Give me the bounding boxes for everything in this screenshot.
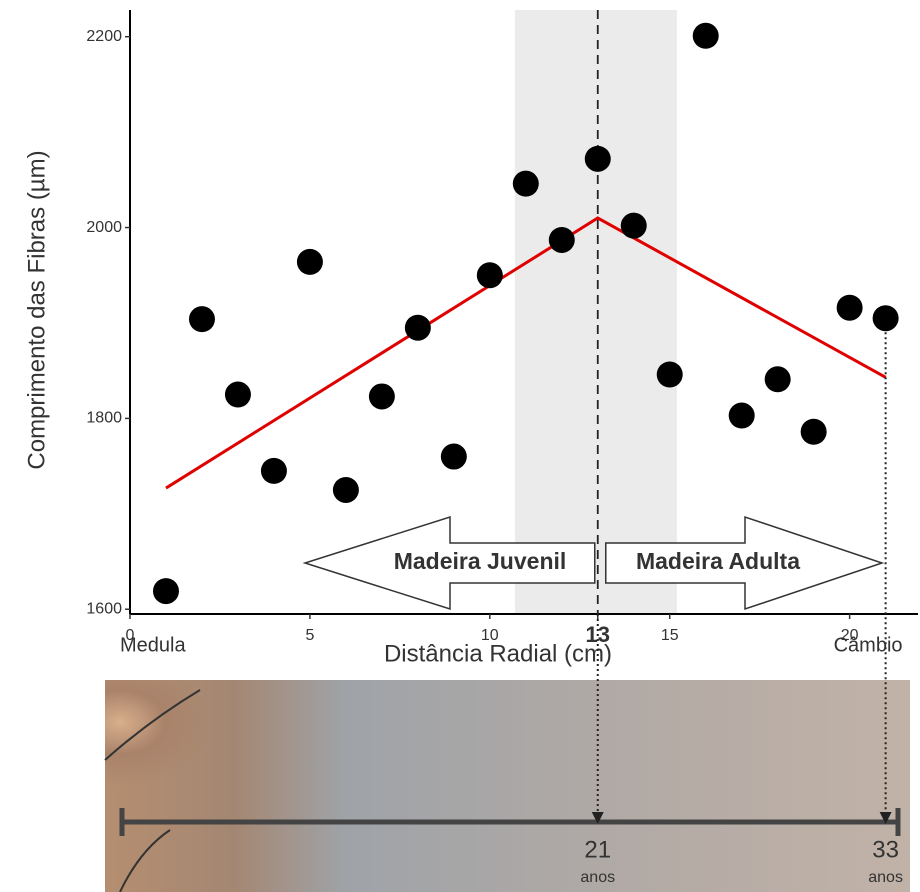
adult-arrow bbox=[605, 515, 885, 611]
end-guide-head bbox=[879, 812, 892, 824]
wood-crack bbox=[104, 689, 201, 892]
point bbox=[152, 578, 179, 605]
shaded-band bbox=[515, 10, 677, 614]
adult-label: Madeira Adulta bbox=[636, 548, 800, 574]
point bbox=[692, 22, 719, 49]
x-tick-label: 0 bbox=[126, 627, 135, 644]
start-label: Medula bbox=[120, 634, 186, 656]
age-mid-unit: anos bbox=[580, 869, 615, 886]
point bbox=[404, 314, 431, 341]
age-end-unit: anos bbox=[868, 869, 903, 886]
point bbox=[800, 418, 827, 445]
juvenile-arrow bbox=[302, 515, 596, 611]
point bbox=[584, 145, 611, 172]
fit-line bbox=[165, 216, 887, 490]
age-end: 33 bbox=[872, 836, 899, 863]
point bbox=[872, 305, 899, 332]
point bbox=[224, 381, 251, 408]
point bbox=[440, 443, 467, 470]
point bbox=[260, 457, 287, 484]
y-tick-label: 1800 bbox=[86, 410, 122, 427]
juvenile-label: Madeira Juvenil bbox=[394, 548, 567, 574]
y-tick-label: 2000 bbox=[86, 219, 122, 236]
point bbox=[476, 262, 503, 289]
point bbox=[296, 248, 323, 275]
age-mid: 21 bbox=[584, 836, 611, 863]
y-tick-label: 1600 bbox=[86, 600, 122, 617]
point bbox=[620, 212, 647, 239]
point bbox=[512, 170, 539, 197]
point bbox=[764, 366, 791, 393]
x-tick-label: 5 bbox=[305, 627, 314, 644]
y-tick-label: 2200 bbox=[86, 28, 122, 45]
x-tick-label: 15 bbox=[661, 627, 679, 644]
wood-rings bbox=[105, 680, 405, 892]
point bbox=[836, 294, 863, 321]
end-label: Câmbio bbox=[834, 634, 903, 656]
x-tick-label: 20 bbox=[841, 627, 859, 644]
point bbox=[188, 306, 215, 333]
point bbox=[548, 226, 575, 253]
point bbox=[368, 383, 395, 410]
point bbox=[728, 402, 755, 429]
point bbox=[656, 361, 683, 388]
y-axis-label: Comprimento das Fibras (µm) bbox=[23, 150, 50, 469]
x-tick-label: 10 bbox=[481, 627, 499, 644]
mid-guide-head bbox=[591, 812, 604, 824]
x-axis-label: Distância Radial (cm) bbox=[384, 640, 612, 667]
point bbox=[332, 476, 359, 503]
